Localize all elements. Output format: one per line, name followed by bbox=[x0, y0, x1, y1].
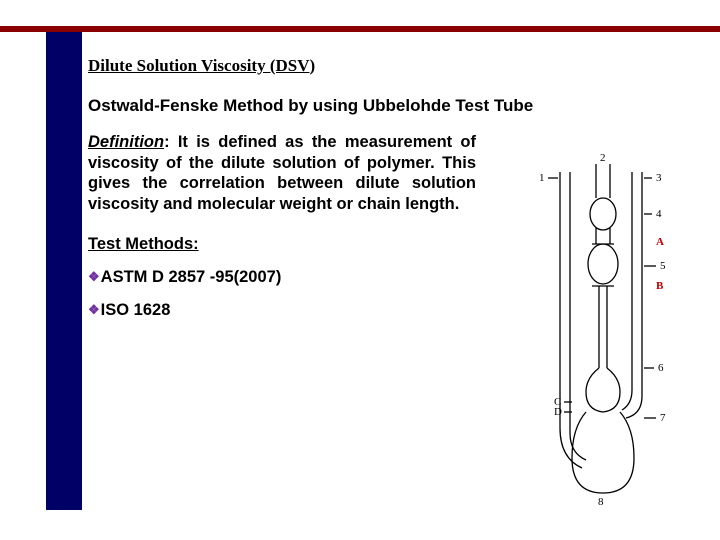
top-accent-bar bbox=[0, 26, 720, 32]
test-method-label: ASTM D 2857 -95(2007) bbox=[101, 268, 282, 286]
definition-label: Definition bbox=[88, 133, 164, 151]
diagram-label: 6 bbox=[658, 362, 664, 374]
diagram-label: 5 bbox=[660, 260, 666, 272]
diagram-label: 8 bbox=[598, 496, 604, 508]
diamond-bullet-icon: ❖ bbox=[88, 269, 100, 284]
ubbelohde-tube-diagram: 1 2 3 4 5 6 7 8 A B C D bbox=[536, 158, 690, 508]
slide-title: Dilute Solution Viscosity (DSV) bbox=[88, 56, 688, 76]
diagram-label: 1 bbox=[539, 172, 545, 184]
definition-block: Definition: It is defined as the measure… bbox=[88, 132, 476, 215]
diagram-label: 4 bbox=[656, 208, 662, 220]
diamond-bullet-icon: ❖ bbox=[88, 302, 100, 317]
tube-svg bbox=[536, 158, 690, 508]
diagram-label: 7 bbox=[660, 412, 666, 424]
diagram-label: D bbox=[554, 406, 562, 418]
slide-subtitle: Ostwald-Fenske Method by using Ubbelohde… bbox=[88, 96, 688, 116]
title-underlined: Dilute Solution Viscosity (DSV bbox=[88, 56, 310, 75]
diagram-label-red: B bbox=[656, 280, 663, 292]
diagram-label: 3 bbox=[656, 172, 662, 184]
diagram-label-red: A bbox=[656, 236, 664, 248]
diagram-label: 2 bbox=[600, 152, 606, 164]
left-side-strip bbox=[46, 32, 82, 510]
title-trailing: ) bbox=[310, 56, 316, 75]
test-method-label: ISO 1628 bbox=[101, 301, 171, 319]
